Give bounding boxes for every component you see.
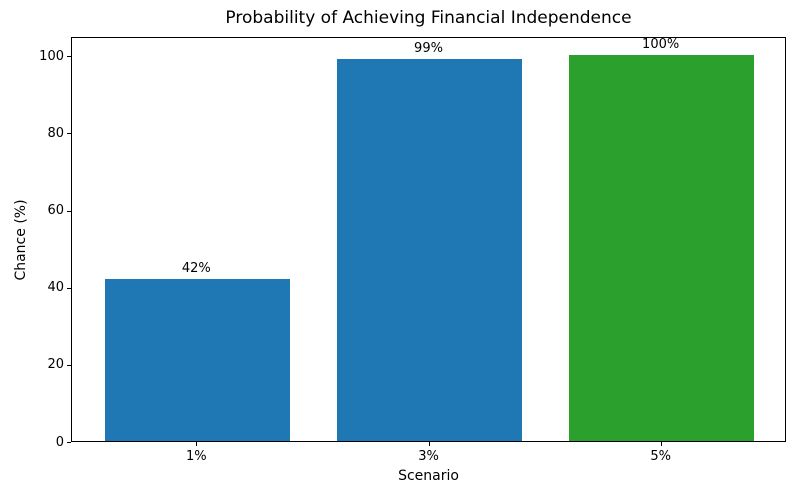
plot-area <box>71 37 786 442</box>
x-tick-mark <box>660 442 662 446</box>
x-tick-mark <box>428 442 430 446</box>
x-tick-label: 5% <box>650 449 671 464</box>
x-tick-mark <box>196 442 198 446</box>
y-tick-label: 80 <box>47 125 64 141</box>
y-tick-mark <box>67 364 71 366</box>
bar-value-label: 99% <box>414 41 443 57</box>
y-tick-mark <box>67 442 71 443</box>
y-axis-label: Chance (%) <box>13 199 29 281</box>
bar-value-label: 100% <box>642 37 680 53</box>
y-tick-label: 60 <box>47 203 64 219</box>
bar-value-label: 42% <box>181 261 211 276</box>
chart-title: Probability of Achieving Financial Indep… <box>225 8 632 28</box>
y-tick-label: 20 <box>47 357 64 373</box>
y-tick-mark <box>67 287 71 289</box>
y-tick-mark <box>67 133 71 135</box>
y-tick-mark <box>67 210 71 212</box>
y-tick-label: 0 <box>55 434 64 450</box>
y-tick-label: 40 <box>47 280 64 296</box>
x-tick-label: 1% <box>186 449 207 464</box>
y-tick-label: 100 <box>39 48 64 64</box>
y-tick-mark <box>67 56 71 58</box>
bar-3% <box>336 59 523 441</box>
x-axis-label: Scenario <box>398 468 459 484</box>
x-tick-label: 3% <box>418 449 439 464</box>
bar-1% <box>104 279 291 441</box>
bar-5% <box>568 55 755 441</box>
